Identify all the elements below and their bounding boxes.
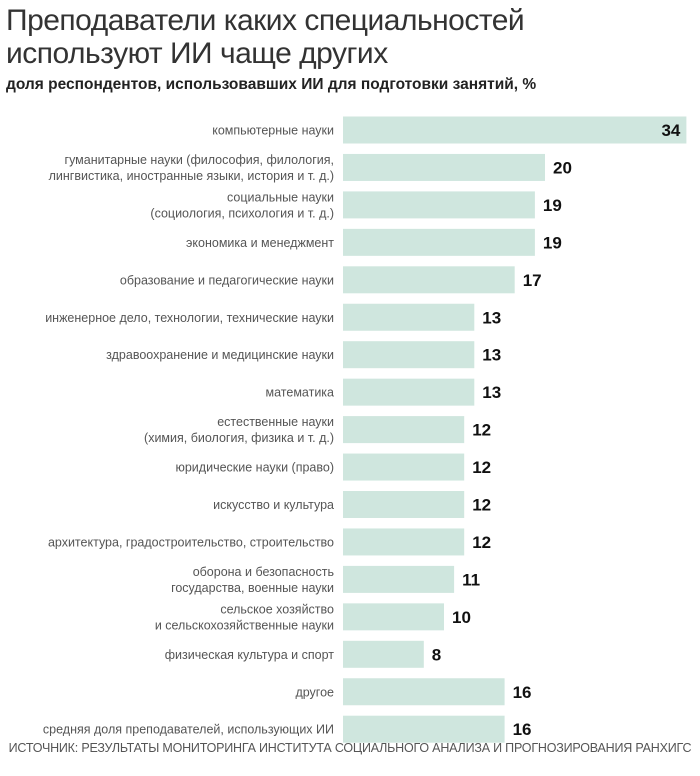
category-label: искусство и культура — [213, 498, 334, 512]
bar — [343, 228, 535, 256]
data-label: 10 — [452, 608, 471, 627]
chart-subtitle: доля респондентов, использовавших ИИ для… — [6, 76, 537, 93]
bar — [343, 565, 455, 593]
category-label: юридические науки (право) — [175, 461, 334, 475]
data-label: 17 — [523, 271, 542, 290]
data-label: 19 — [543, 233, 562, 252]
category-label: (социология, психология и т. д.) — [150, 206, 334, 220]
category-label: физическая культура и спорт — [165, 648, 335, 662]
data-label: 12 — [472, 421, 491, 440]
category-label: сельское хозяйство — [220, 602, 334, 616]
data-label: 12 — [472, 533, 491, 552]
category-label: образование и педагогические науки — [120, 273, 334, 287]
category-label: (химия, биология, физика и т. д.) — [144, 431, 334, 445]
bar — [343, 416, 465, 444]
data-label: 12 — [472, 496, 491, 515]
bar — [343, 303, 475, 331]
bar — [343, 715, 505, 743]
category-label: социальные науки — [227, 190, 334, 204]
chart-source: ИСТОЧНИК: РЕЗУЛЬТАТЫ МОНИТОРИНГА ИНСТИТУ… — [8, 741, 692, 755]
category-label: компьютерные науки — [212, 124, 334, 138]
bar — [343, 453, 465, 481]
data-label: 13 — [482, 308, 501, 327]
category-label: другое — [295, 685, 334, 699]
data-label: 20 — [553, 158, 572, 177]
category-label: государства, военные науки — [171, 581, 334, 595]
data-label: 34 — [661, 121, 680, 140]
data-label: 16 — [513, 720, 532, 739]
category-label: здравоохранение и медицинские науки — [106, 348, 334, 362]
category-label: гуманитарные науки (философия, филология… — [65, 153, 334, 167]
bar — [343, 640, 424, 668]
bar — [343, 191, 535, 219]
bar — [343, 603, 444, 631]
data-label: 19 — [543, 196, 562, 215]
data-label: 12 — [472, 458, 491, 477]
chart-title: Преподаватели каких специальностей испол… — [6, 4, 525, 70]
bar — [343, 528, 465, 556]
data-label: 13 — [482, 383, 501, 402]
category-label: экономика и менеджмент — [186, 236, 334, 250]
bar — [343, 116, 687, 144]
bar — [343, 491, 465, 518]
category-label: естественные науки — [217, 415, 334, 429]
category-label: инженерное дело, технологии, технические… — [45, 311, 334, 325]
bar — [343, 378, 475, 406]
bar — [343, 153, 545, 181]
category-label: оборона и безопасность — [193, 565, 334, 579]
data-label: 16 — [513, 683, 532, 702]
category-label: архитектура, градостроительство, строите… — [48, 535, 334, 549]
category-label: лингвистика, иностранные языки, история … — [49, 169, 334, 183]
category-label: средняя доля преподавателей, использующи… — [43, 723, 334, 737]
bar — [343, 678, 505, 706]
bar — [343, 341, 475, 369]
data-label: 11 — [462, 570, 480, 589]
bar — [343, 266, 515, 294]
category-label: и сельскохозяйственные науки — [155, 618, 334, 632]
data-label: 13 — [482, 346, 501, 365]
category-label: математика — [266, 386, 335, 400]
data-label: 8 — [432, 645, 441, 664]
